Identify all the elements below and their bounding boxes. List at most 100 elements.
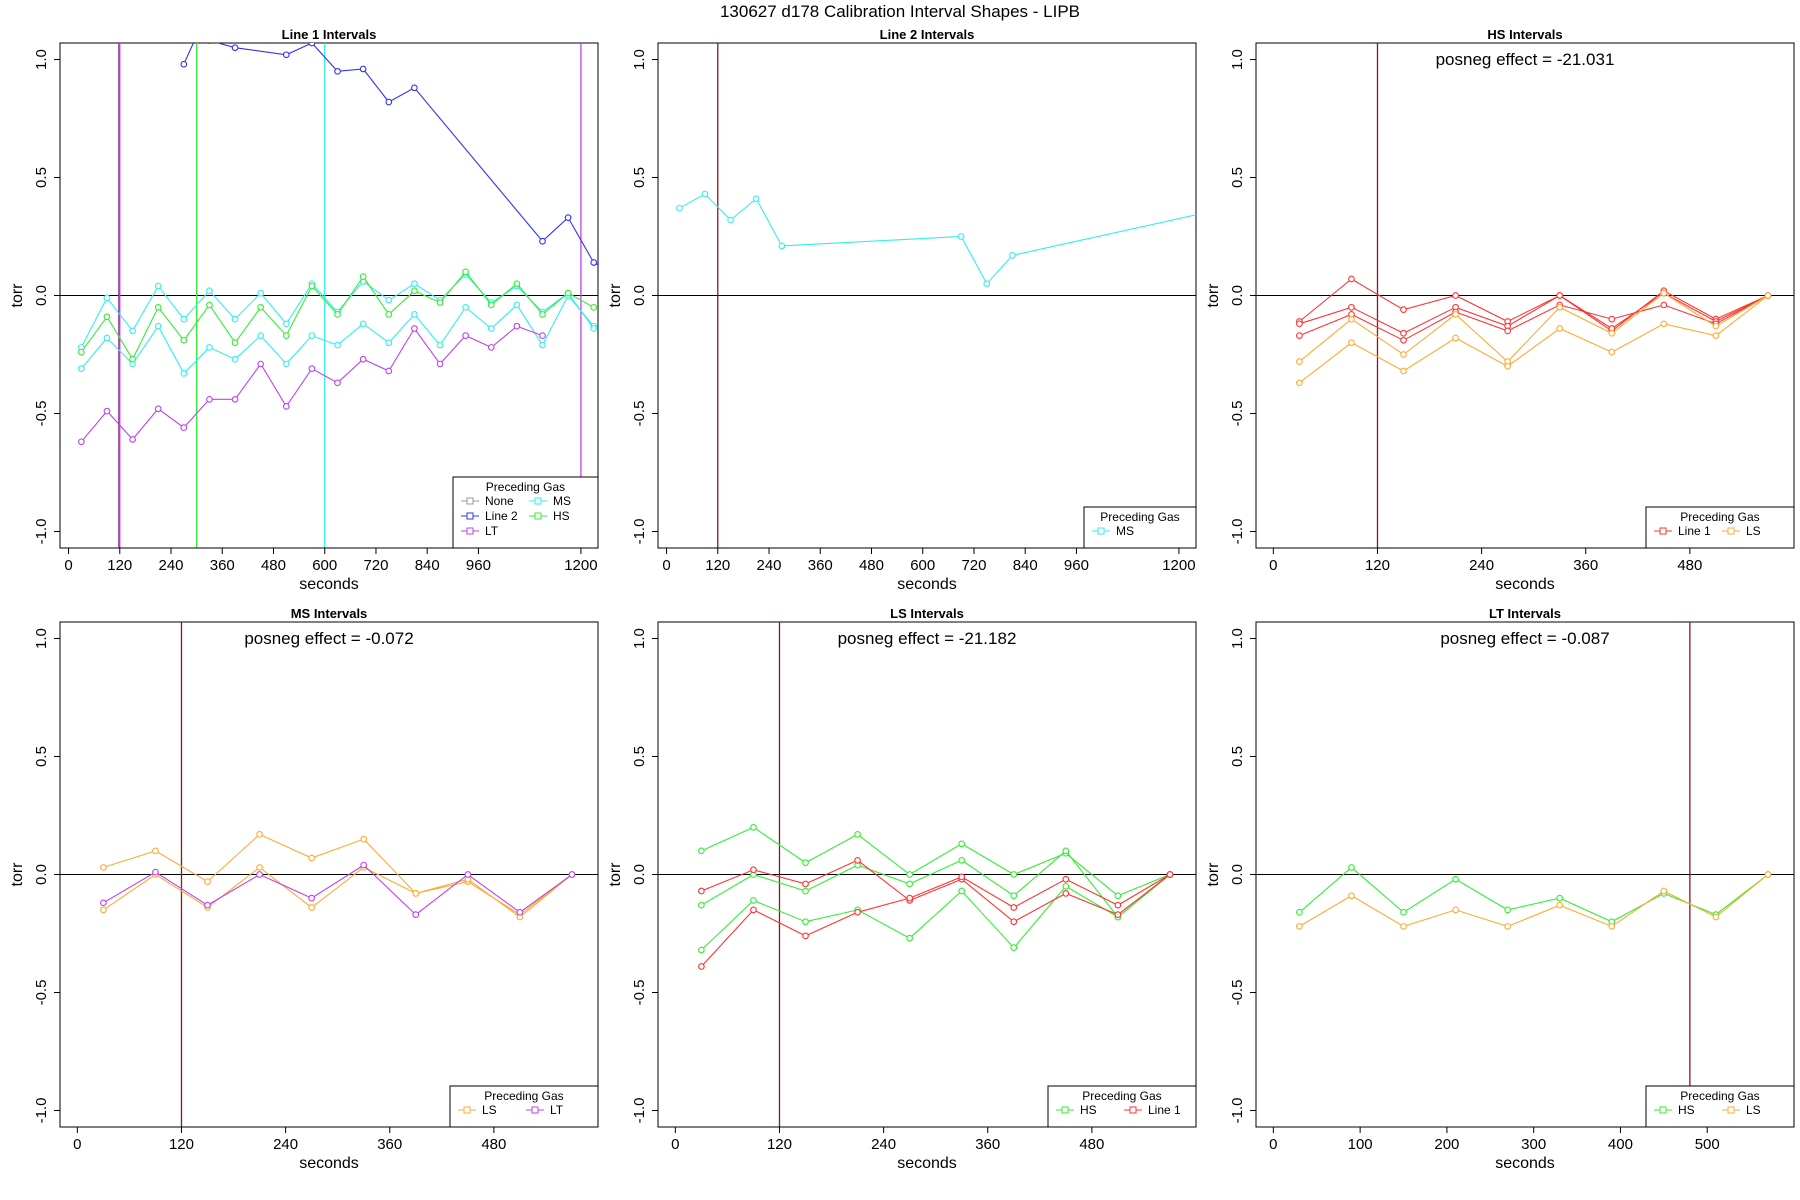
x-axis-label: seconds: [897, 1155, 957, 1172]
posneg-effect-annotation: posneg effect = -21.182: [838, 629, 1017, 648]
x-tick-label: 0: [1269, 1136, 1277, 1153]
data-point: [206, 287, 213, 295]
legend-title: Preceding Gas: [1680, 1089, 1759, 1103]
data-point: [1452, 875, 1459, 883]
data-point: [1296, 923, 1303, 930]
data-point: [308, 904, 315, 911]
data-point: [77, 348, 85, 356]
x-tick-label: 0: [662, 557, 670, 574]
data-point: [411, 287, 418, 295]
legend-box: [1645, 506, 1795, 549]
data-point: [257, 303, 265, 311]
data-point: [1010, 871, 1018, 878]
data-point: [334, 67, 341, 75]
data-point: [1660, 887, 1668, 895]
data-point: [802, 880, 809, 888]
data-point: [1010, 944, 1018, 952]
legend-title: Preceding Gas: [1082, 1089, 1161, 1103]
data-point: [204, 901, 211, 909]
data-point: [204, 878, 211, 885]
series-group: [698, 823, 1174, 970]
y-tick-label: -1.0: [33, 1098, 50, 1124]
x-tick-label: 100: [1348, 1136, 1373, 1153]
y-tick-label: 0.5: [33, 167, 50, 188]
data-point: [513, 301, 521, 309]
data-point: [103, 313, 111, 321]
legend-box: [1047, 1085, 1197, 1128]
x-tick-label: 0: [1269, 557, 1277, 574]
series-line-lt: [80, 325, 543, 443]
data-point: [1114, 892, 1122, 900]
legend-title: Preceding Gas: [1100, 510, 1179, 524]
data-point: [516, 908, 524, 916]
data-point: [256, 871, 263, 878]
data-point: [359, 320, 367, 328]
data-point: [129, 355, 136, 363]
data-point: [854, 908, 861, 916]
series-line-ls: [103, 866, 573, 918]
data-point: [282, 332, 290, 339]
data-point: [1009, 252, 1016, 259]
data-point: [385, 311, 393, 318]
legend-swatch-marker: [1659, 1106, 1667, 1114]
legend-entry-label: LT: [485, 524, 499, 538]
y-tick-label: -0.5: [631, 980, 648, 1006]
y-tick-label: 0.5: [33, 746, 50, 767]
legend-entry-label: HS: [1678, 1103, 1695, 1117]
series-line-hs: [1299, 866, 1769, 923]
series-line-line-1: [1299, 292, 1769, 334]
x-tick-label: 120: [1365, 557, 1390, 574]
data-point: [308, 894, 315, 902]
x-tick-label: 480: [481, 1136, 506, 1153]
series-line-ls: [1299, 874, 1769, 928]
data-point: [1660, 320, 1668, 328]
y-tick-label: 0.0: [631, 864, 648, 885]
data-point: [1348, 303, 1355, 311]
data-point: [1400, 908, 1407, 916]
data-point: [1452, 292, 1459, 299]
data-point: [436, 360, 444, 368]
x-tick-label: 360: [808, 557, 833, 574]
chart-panel-4: MS Intervals 0 120 240 360 480 seconds -1.0 -0.5…: [9, 606, 599, 1172]
data-point: [360, 835, 368, 843]
legend-title: Preceding Gas: [484, 1089, 563, 1103]
x-axis-label: seconds: [897, 576, 957, 593]
data-point: [906, 871, 913, 878]
data-point: [1504, 906, 1511, 914]
data-point: [513, 280, 521, 288]
series-line-line-1: [700, 874, 1171, 967]
x-axis-label: seconds: [299, 576, 359, 593]
legend-swatch-marker: [1061, 1106, 1069, 1114]
series-line-hs: [701, 850, 1171, 918]
data-point: [539, 332, 546, 339]
data-point: [957, 233, 965, 240]
data-point: [1608, 329, 1616, 337]
legend-entry-label: LS: [1746, 1103, 1761, 1117]
series-line-line-2: [183, 43, 598, 266]
data-point: [1062, 847, 1070, 855]
x-tick-label: 1200: [1162, 557, 1195, 574]
x-tick-label: 600: [312, 557, 337, 574]
data-point: [77, 438, 85, 446]
data-point: [360, 861, 368, 869]
data-point: [1608, 315, 1616, 323]
series-line-hs: [701, 874, 1171, 951]
data-point: [103, 334, 111, 342]
data-point: [590, 303, 598, 311]
x-tick-label: 1200: [564, 557, 597, 574]
data-point: [194, 33, 200, 39]
legend-swatch-marker: [1659, 527, 1667, 535]
posneg-effect-annotation: posneg effect = -0.087: [1440, 629, 1609, 648]
data-point: [231, 395, 239, 403]
legend-swatch-marker: [466, 527, 474, 535]
data-point: [231, 44, 239, 52]
legend-swatch-marker: [1097, 527, 1105, 535]
data-point: [727, 216, 734, 224]
data-point: [1452, 334, 1459, 342]
data-point: [385, 296, 393, 304]
data-point: [1608, 923, 1616, 930]
chart-title: Line 1 Intervals: [282, 27, 377, 42]
series-line-line-1: [1299, 295, 1769, 341]
